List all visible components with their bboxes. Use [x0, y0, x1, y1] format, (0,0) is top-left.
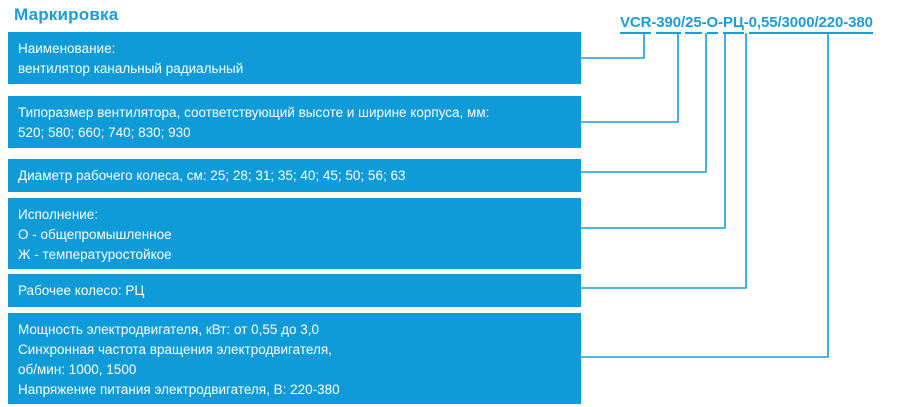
- code-separator-3: -: [701, 14, 707, 31]
- spec-line: Исполнение:: [18, 207, 99, 222]
- spec-box-motor: Мощность электродвигателя, кВт: от 0,55 …: [8, 313, 581, 404]
- code-separator-4: -: [718, 14, 723, 31]
- code-segment-vcr: VCR: [620, 14, 651, 34]
- spec-line: Напряжение питания электродвигателя, В: …: [18, 382, 340, 397]
- spec-line: 520; 580; 660; 740; 830; 930: [18, 125, 191, 140]
- spec-line: Мощность электродвигателя, кВт: от 0,55 …: [18, 322, 320, 337]
- spec-line: Синхронная частота вращения электродвига…: [18, 342, 332, 357]
- code-segment-wheel-type: РЦ: [722, 14, 744, 34]
- spec-line: Наименование:: [18, 41, 116, 56]
- code-separator-5: -: [743, 14, 749, 31]
- connector-3: [581, 33, 707, 173]
- spec-line: Рабочее колесо: РЦ: [18, 283, 145, 298]
- spec-box-execution: Исполнение: О - общепромышленное Ж - тем…: [8, 198, 581, 269]
- connector-5: [581, 33, 747, 289]
- spec-line: О - общепромышленное: [18, 227, 172, 242]
- connector-1: [581, 33, 645, 59]
- spec-line: Ж - температуростойкое: [18, 247, 172, 262]
- spec-box-name: Наименование: вентилятор канальный радиа…: [8, 32, 581, 84]
- connector-2: [581, 33, 679, 123]
- connector-6: [581, 33, 829, 358]
- code-segment-impeller-diameter: 25: [685, 14, 702, 34]
- spec-line: об/мин: 1000, 1500: [18, 362, 137, 377]
- product-code: VCR-390/25-O-РЦ-0,55/3000/220-380: [620, 14, 873, 34]
- code-separator-2: /: [681, 14, 686, 31]
- code-segment-size: 390: [656, 14, 681, 34]
- connector-4: [581, 33, 726, 229]
- code-segment-motor-params: 0,55/3000/220-380: [748, 14, 873, 34]
- page-title: Маркировка: [14, 5, 119, 24]
- code-separator-1: -: [651, 14, 657, 31]
- spec-line: Типоразмер вентилятора, соответствующий …: [18, 105, 490, 120]
- spec-box-wheel: Рабочее колесо: РЦ: [8, 274, 581, 307]
- spec-line: Диаметр рабочего колеса, см: 25; 28; 31;…: [18, 168, 406, 183]
- code-segment-execution: O: [706, 14, 718, 34]
- spec-box-frame-size: Типоразмер вентилятора, соответствующий …: [8, 96, 581, 148]
- spec-line: вентилятор канальный радиальный: [18, 61, 244, 76]
- spec-box-impeller-diameter: Диаметр рабочего колеса, см: 25; 28; 31;…: [8, 159, 581, 192]
